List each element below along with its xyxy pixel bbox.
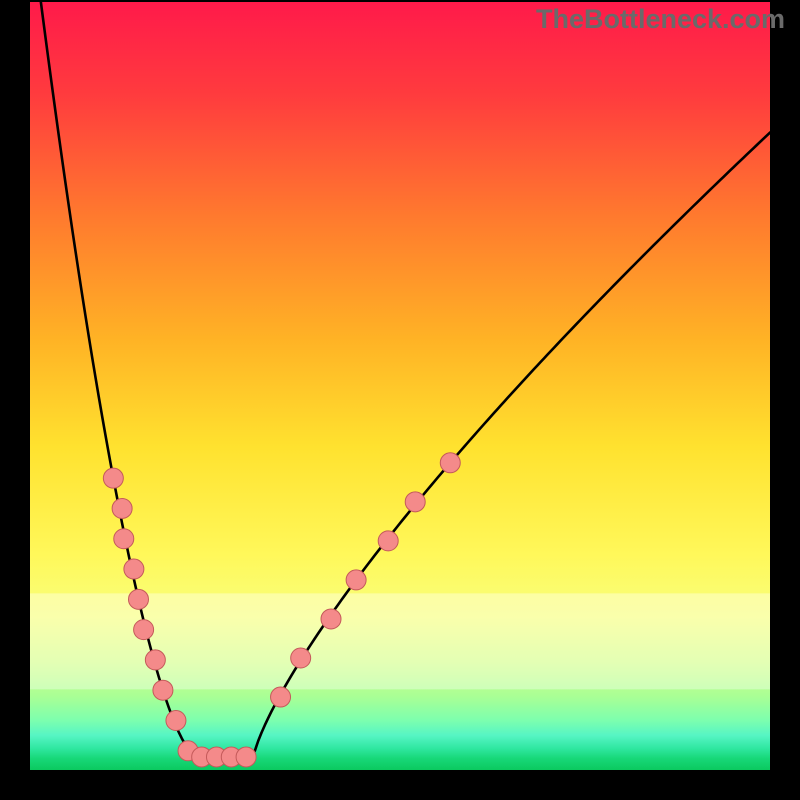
frame-left — [0, 0, 30, 800]
data-marker — [166, 711, 186, 731]
data-marker — [124, 559, 144, 579]
frame-top — [0, 0, 800, 2]
data-marker — [291, 648, 311, 668]
data-marker — [128, 589, 148, 609]
data-marker — [145, 650, 165, 670]
data-marker — [440, 453, 460, 473]
data-marker — [271, 687, 291, 707]
data-marker — [153, 680, 173, 700]
data-marker — [236, 747, 256, 767]
data-marker — [321, 609, 341, 629]
data-marker — [112, 498, 132, 518]
watermark-text: TheBottleneck.com — [536, 4, 785, 35]
plot-area — [30, 2, 770, 770]
data-marker — [134, 620, 154, 640]
data-marker — [346, 570, 366, 590]
plot-svg — [30, 2, 770, 770]
data-marker — [103, 468, 123, 488]
data-marker — [378, 531, 398, 551]
data-marker — [405, 492, 425, 512]
chart-stage: TheBottleneck.com — [0, 0, 800, 800]
frame-right — [770, 0, 800, 800]
data-marker — [114, 529, 134, 549]
frame-bottom — [0, 770, 800, 800]
